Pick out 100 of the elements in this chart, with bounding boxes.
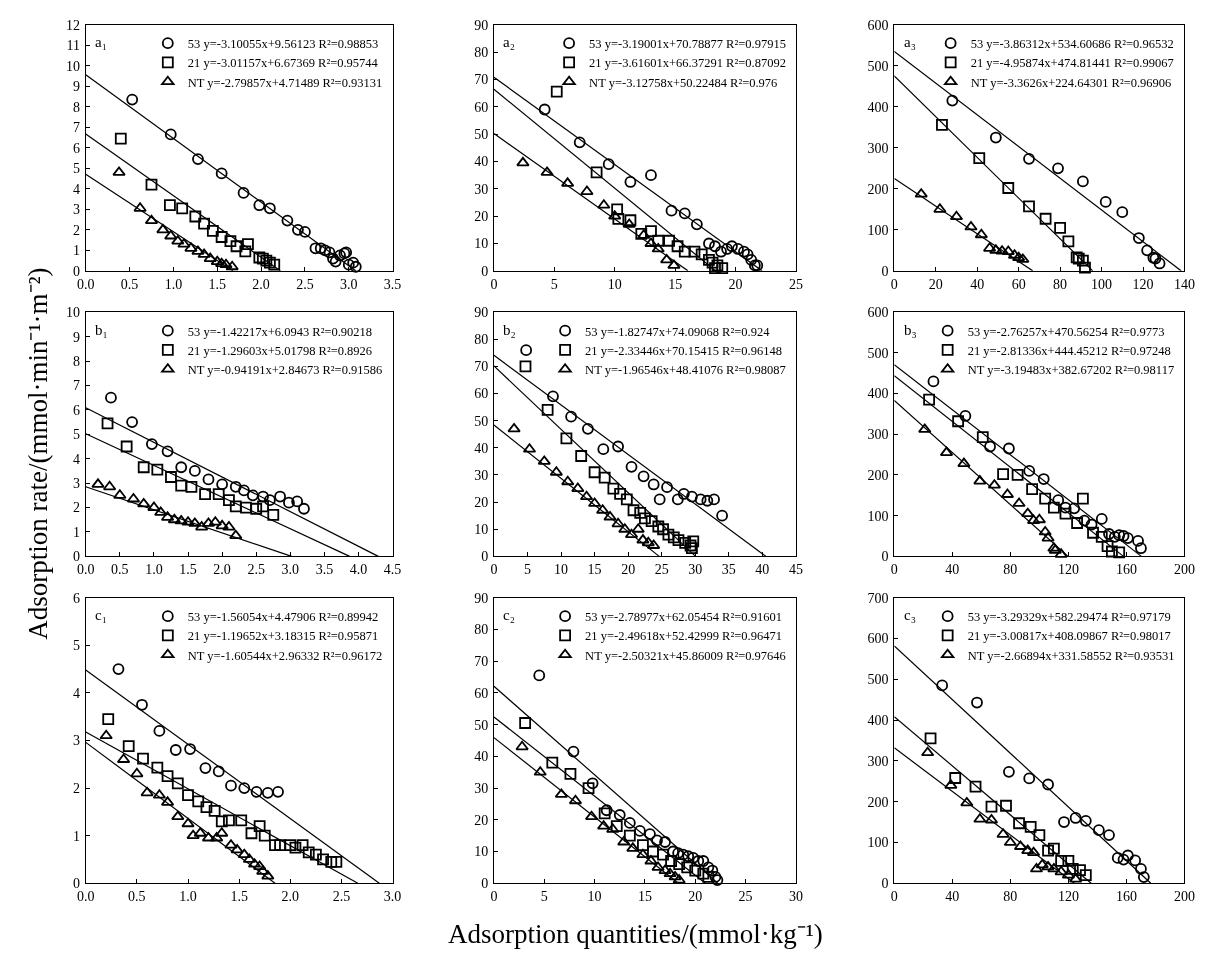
- point: [716, 262, 729, 275]
- point: [299, 225, 311, 238]
- point: [202, 473, 215, 486]
- point: [949, 772, 962, 784]
- point: [624, 214, 637, 227]
- point: [651, 861, 665, 871]
- point: [165, 471, 177, 483]
- point: [283, 496, 295, 509]
- point: [1023, 772, 1036, 785]
- point: [272, 785, 284, 798]
- legend-label: NT y=-3.3626x+224.64301 R²=0.96906: [970, 75, 1172, 90]
- point: [689, 864, 702, 877]
- point: [561, 475, 575, 486]
- point: [112, 663, 125, 675]
- point: [250, 785, 263, 798]
- point: [224, 839, 238, 849]
- point: [519, 360, 532, 373]
- point: [199, 762, 212, 774]
- y-tick-label: 2: [72, 780, 80, 796]
- x-tick-label: 80: [1053, 276, 1068, 292]
- point: [1111, 852, 1124, 864]
- point: [200, 801, 213, 813]
- point: [223, 814, 235, 827]
- point: [112, 166, 126, 176]
- point: [261, 870, 275, 880]
- point: [602, 158, 615, 171]
- point: [971, 696, 983, 709]
- y-tick-label: 10: [474, 522, 489, 538]
- point: [1003, 765, 1015, 778]
- x-tick-label: 40: [755, 562, 770, 578]
- point: [174, 515, 188, 525]
- point: [960, 796, 974, 807]
- point: [302, 846, 315, 859]
- x-tick-label: 10: [607, 276, 622, 292]
- point: [1062, 235, 1075, 248]
- x-tick-label: 25: [788, 276, 803, 292]
- point: [156, 223, 170, 234]
- point: [164, 128, 177, 141]
- x-tick-label: 200: [1173, 562, 1195, 578]
- point: [1035, 858, 1049, 869]
- point: [647, 845, 659, 858]
- point: [607, 482, 620, 495]
- point: [1101, 540, 1114, 553]
- point: [671, 240, 684, 253]
- legend-label: 53 y=-3.86312x+534.60686 R²=0.96532: [970, 37, 1174, 52]
- legend-label: NT y=-3.19483x+382.67202 R²=0.98117: [967, 363, 1175, 378]
- point: [229, 480, 242, 493]
- point: [198, 217, 210, 230]
- x-tick-label: 4.5: [383, 562, 402, 578]
- y-tick-label: 7: [72, 378, 80, 394]
- point: [516, 156, 530, 167]
- point: [91, 478, 105, 488]
- x-tick-label: 160: [1115, 889, 1137, 905]
- y-tick-label: 500: [867, 58, 889, 74]
- point: [212, 765, 225, 778]
- point: [1077, 175, 1089, 188]
- annotation: c₂: [503, 607, 515, 623]
- point: [238, 484, 250, 497]
- point: [325, 855, 338, 868]
- point: [546, 756, 559, 769]
- point: [661, 481, 673, 494]
- point: [1079, 869, 1092, 881]
- point: [690, 218, 703, 231]
- point: [623, 817, 636, 829]
- legend-label: 21 y=-2.81336x+444.45212 R²=0.97248: [967, 343, 1171, 358]
- point: [223, 494, 235, 507]
- x-tick-label: 2.5: [296, 276, 314, 292]
- point: [1026, 846, 1041, 857]
- point: [1039, 492, 1052, 505]
- point: [203, 252, 217, 262]
- point: [242, 238, 254, 251]
- point: [182, 789, 194, 802]
- point: [936, 118, 948, 131]
- point: [660, 254, 674, 264]
- y-tick-label: 400: [867, 386, 889, 402]
- point: [1041, 861, 1055, 871]
- point: [515, 740, 529, 751]
- point: [606, 823, 620, 833]
- point: [624, 528, 639, 539]
- x-tick-label: 2.0: [252, 276, 270, 292]
- point: [1042, 778, 1054, 791]
- point: [1011, 469, 1024, 481]
- y-tick-label: 100: [867, 222, 889, 238]
- point: [677, 488, 690, 500]
- point: [258, 829, 271, 842]
- point: [641, 536, 655, 547]
- point: [716, 509, 728, 522]
- point: [171, 777, 184, 790]
- legend-label: 21 y=-1.19652x+3.18315 R²=0.95871: [187, 629, 379, 644]
- point: [933, 203, 947, 213]
- point: [627, 504, 640, 517]
- point: [215, 519, 229, 530]
- point: [709, 240, 721, 253]
- point: [702, 870, 715, 883]
- point: [1037, 473, 1050, 485]
- point: [973, 813, 987, 823]
- point: [130, 767, 144, 778]
- y-tick-label: 30: [474, 780, 489, 796]
- y-tick-label: 30: [474, 181, 489, 197]
- point: [133, 202, 147, 212]
